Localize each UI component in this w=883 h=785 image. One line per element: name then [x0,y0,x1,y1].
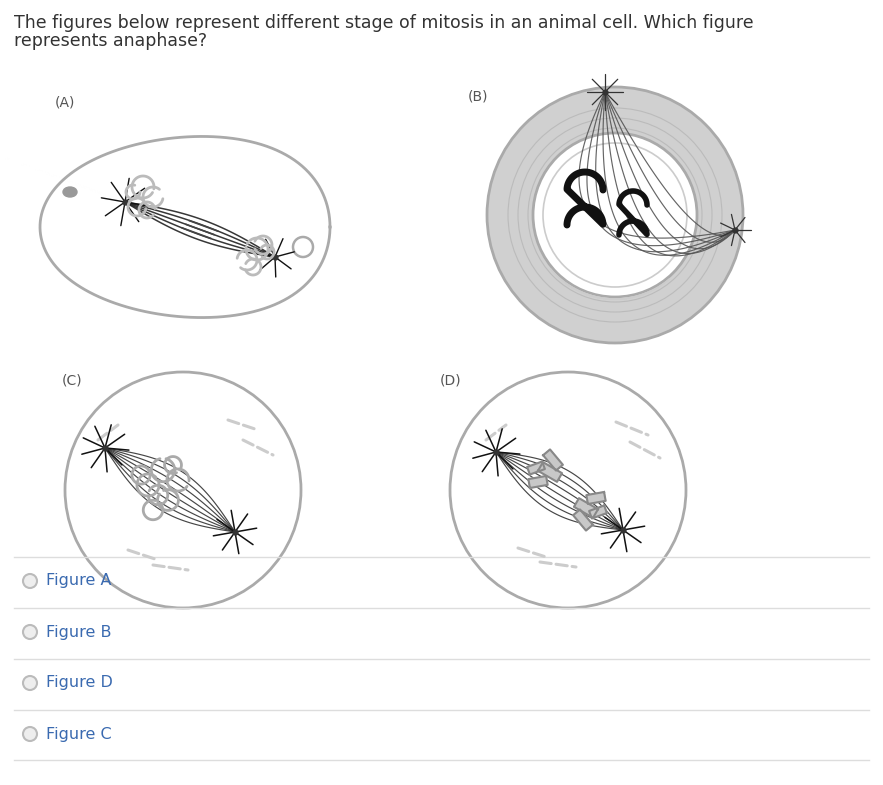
Circle shape [65,372,301,608]
Circle shape [23,574,37,588]
Circle shape [450,372,686,608]
Text: Figure C: Figure C [46,726,111,742]
Text: Figure B: Figure B [46,625,111,640]
Polygon shape [40,137,330,318]
Circle shape [293,230,317,254]
Circle shape [23,676,37,690]
Polygon shape [574,498,598,518]
Polygon shape [527,462,545,474]
Text: Figure D: Figure D [46,676,113,691]
Circle shape [487,87,743,343]
Polygon shape [589,506,607,519]
Polygon shape [586,492,606,504]
Text: (A): (A) [55,95,75,109]
Polygon shape [528,476,547,488]
Circle shape [23,727,37,741]
Circle shape [23,625,37,639]
Polygon shape [538,462,562,482]
Text: (C): (C) [62,373,83,387]
Ellipse shape [63,187,77,197]
Text: (B): (B) [468,90,488,104]
Polygon shape [543,450,562,470]
Text: Figure A: Figure A [46,574,111,589]
Text: (D): (D) [440,373,462,387]
Text: represents anaphase?: represents anaphase? [14,32,208,50]
Circle shape [533,133,697,297]
Polygon shape [573,509,592,531]
Text: The figures below represent different stage of mitosis in an animal cell. Which : The figures below represent different st… [14,14,753,32]
